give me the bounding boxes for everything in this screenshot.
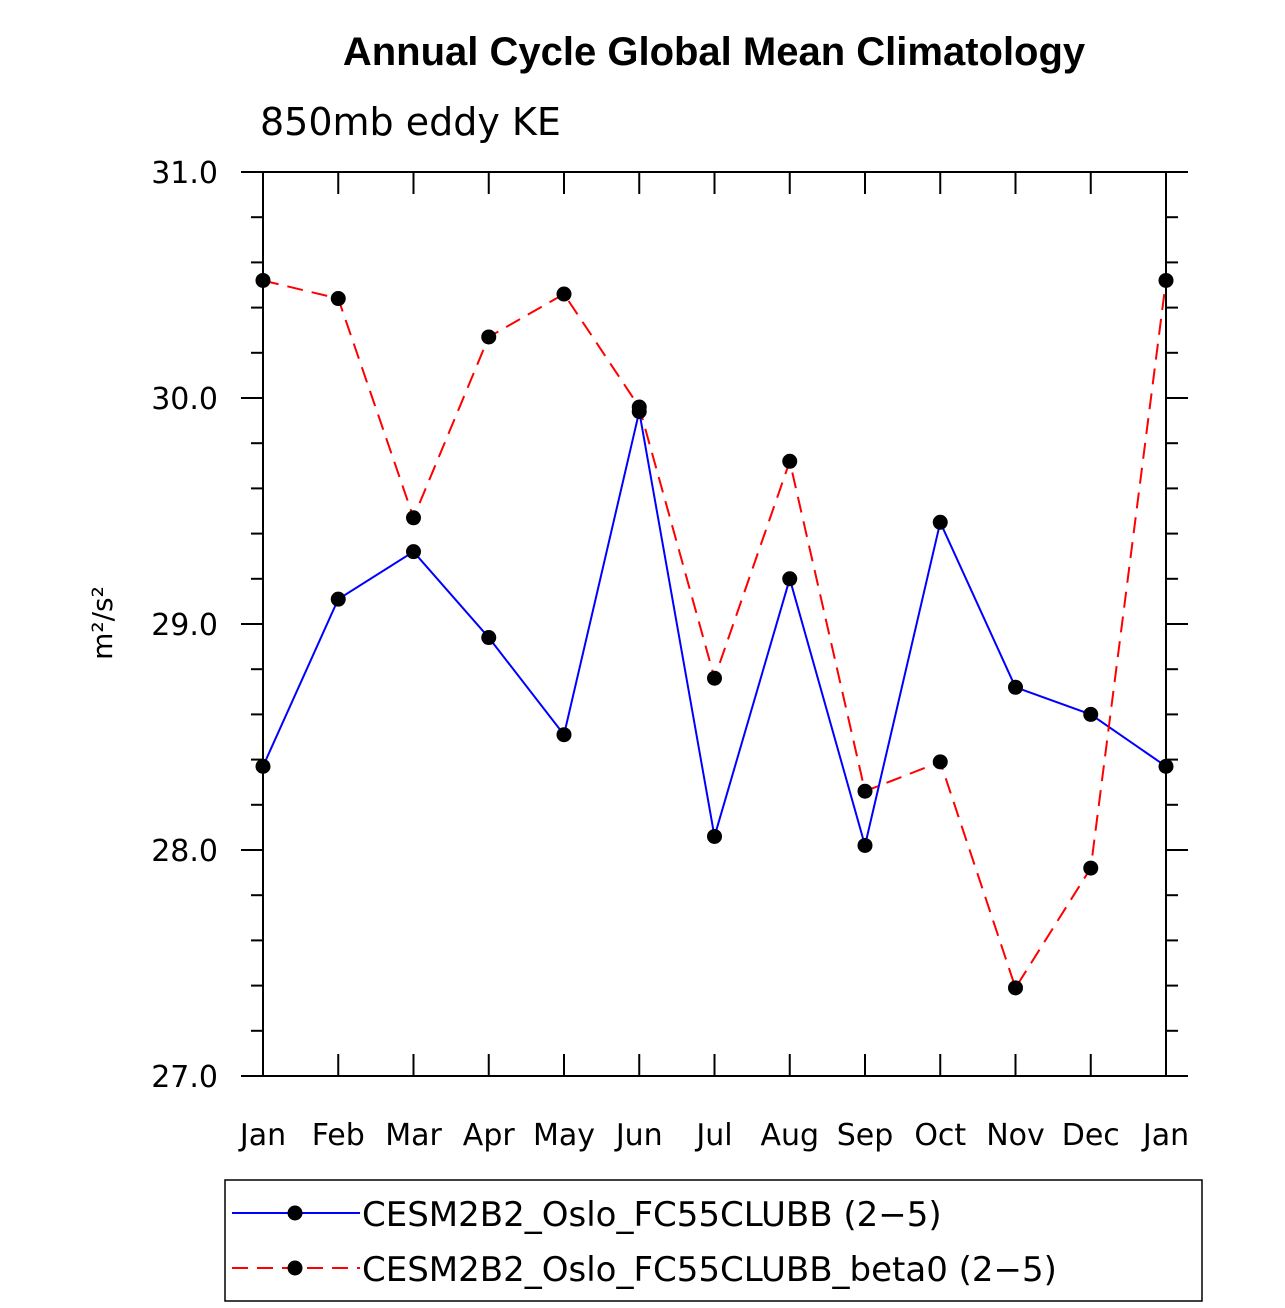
x-tick-label: Jul [694, 1118, 732, 1153]
x-tick-label: Jan [1141, 1118, 1189, 1153]
data-point [857, 783, 873, 799]
x-tick-label: Apr [463, 1118, 516, 1153]
data-point [330, 291, 346, 307]
legend-marker-series-1 [287, 1205, 303, 1221]
legend-entry-2: CESM2B2_Oslo_FC55CLUBB_beta0 (2−5) [232, 1250, 1057, 1290]
y-tick-labels: 31.0 30.0 29.0 28.0 27.0 [151, 156, 218, 1095]
series-layer [255, 272, 1174, 996]
x-tick-label: May [533, 1118, 595, 1153]
data-point [406, 544, 421, 560]
x-tick-labels: Jan Feb Mar Apr May Jun Jul Aug Sep Oct Nov Dec Jan [238, 1118, 1189, 1153]
y-tick-label: 31.0 [151, 156, 218, 191]
series-markers-1 [255, 404, 1174, 853]
x-tick-label: Dec [1062, 1118, 1120, 1153]
x-tick-label: Jan [238, 1118, 286, 1153]
data-point [255, 272, 271, 288]
y-tick-label: 27.0 [151, 1060, 218, 1095]
data-point [1158, 272, 1174, 288]
data-point [481, 329, 497, 345]
data-point [782, 453, 798, 469]
data-point [932, 754, 948, 770]
data-point [1008, 679, 1023, 695]
x-tick-label: Jun [614, 1118, 663, 1153]
data-point [631, 399, 647, 415]
data-point [481, 630, 497, 646]
legend: CESM2B2_Oslo_FC55CLUBB (2−5) CESM2B2_Osl… [224, 1179, 1203, 1302]
data-point [932, 514, 948, 530]
x-tick-label: Mar [385, 1118, 442, 1153]
legend-label-series-2: CESM2B2_Oslo_FC55CLUBB_beta0 (2−5) [362, 1250, 1057, 1290]
axis-ticks [241, 171, 1188, 1077]
data-point [255, 758, 271, 774]
legend-marker-series-2 [287, 1260, 303, 1276]
data-point [556, 727, 572, 743]
series-line-2 [262, 279, 1167, 991]
x-tick-label: Oct [914, 1118, 966, 1153]
series-markers-2 [255, 272, 1174, 996]
series-2 [262, 279, 1167, 991]
data-point [1008, 980, 1023, 996]
data-point [707, 670, 722, 686]
data-point [556, 286, 572, 302]
data-point [782, 571, 798, 587]
y-tick-label: 29.0 [151, 608, 218, 643]
x-tick-label: Aug [760, 1118, 819, 1153]
chart-title: Annual Cycle Global Mean Climatology [343, 30, 1086, 74]
x-tick-label: Feb [312, 1118, 365, 1153]
legend-box [224, 1179, 1203, 1302]
x-tick-label: Nov [986, 1118, 1045, 1153]
x-tick-label: Sep [837, 1118, 894, 1153]
data-point [406, 510, 421, 526]
data-point [1158, 758, 1174, 774]
y-tick-label: 30.0 [151, 382, 218, 417]
data-point [857, 837, 873, 853]
legend-label-series-1: CESM2B2_Oslo_FC55CLUBB (2−5) [362, 1195, 942, 1235]
data-point [707, 828, 722, 844]
y-axis-label: m²/s² [86, 586, 119, 660]
legend-entry-1: CESM2B2_Oslo_FC55CLUBB (2−5) [232, 1195, 942, 1235]
y-tick-label: 28.0 [151, 834, 218, 869]
plot-frame [262, 171, 1167, 1077]
data-point [330, 591, 346, 607]
data-point [1083, 706, 1099, 722]
data-point [1083, 860, 1099, 876]
chart-subtitle: 850mb eddy KE [260, 100, 561, 144]
